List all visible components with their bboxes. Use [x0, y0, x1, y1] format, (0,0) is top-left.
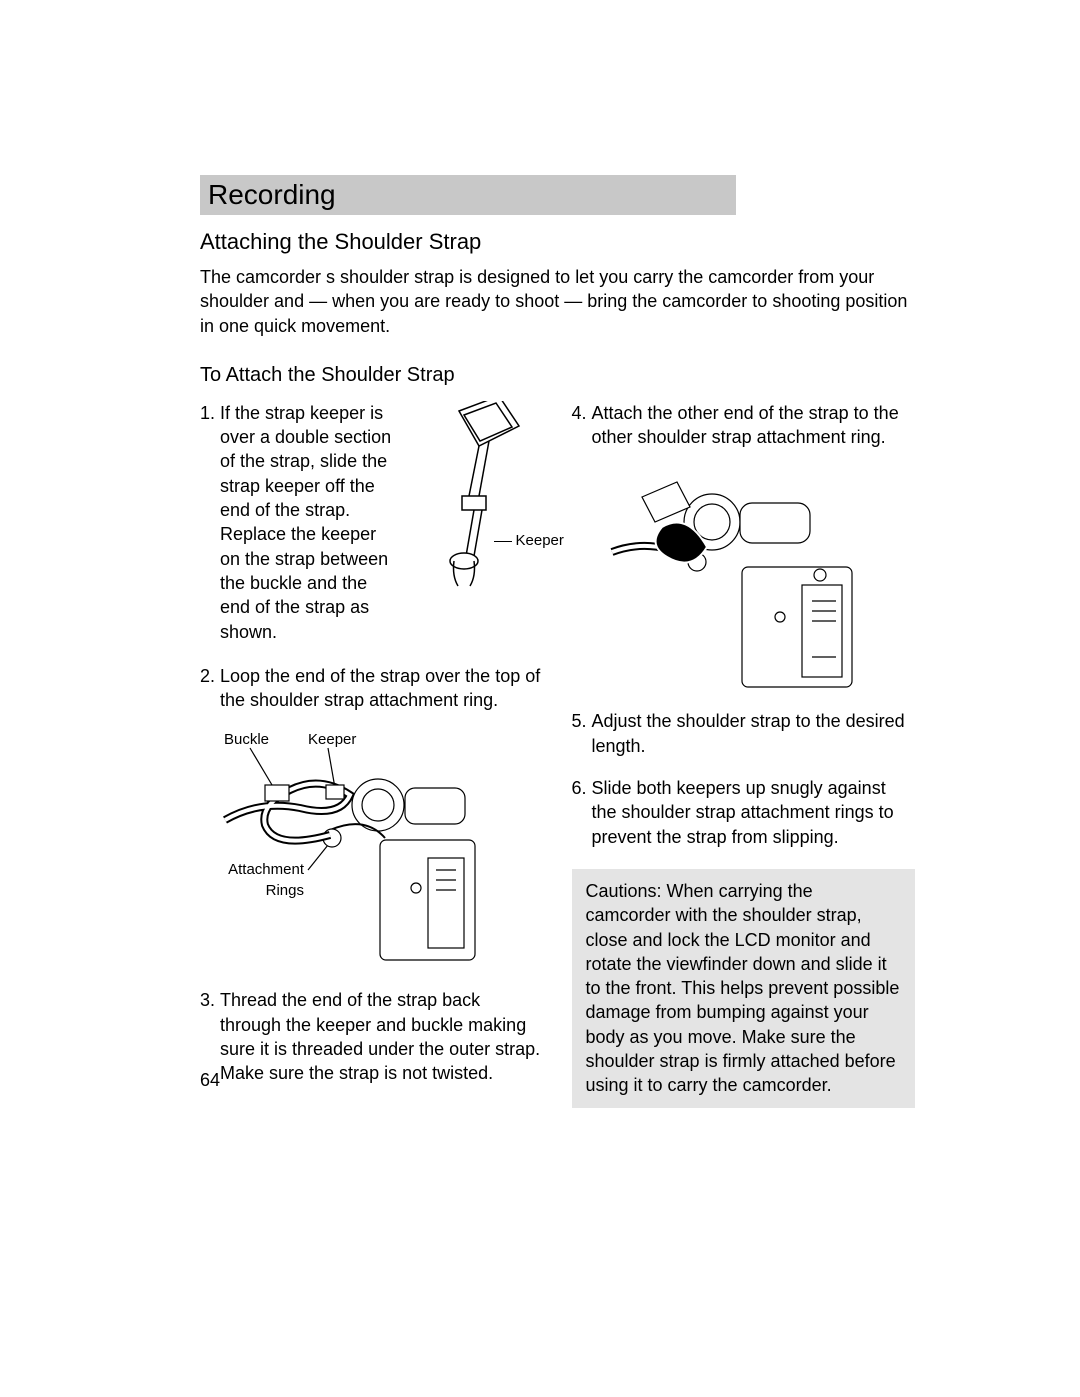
keeper-label-text: Keeper	[516, 531, 564, 551]
figure-other-end	[592, 467, 872, 697]
step-number: 1.	[200, 401, 220, 644]
step-text: Adjust the shoulder strap to the desired…	[592, 709, 916, 758]
caution-box: Cautions: When carrying the camcorder wi…	[572, 869, 916, 1108]
step-number: 6.	[572, 776, 592, 849]
step-text: Thread the end of the strap back through…	[220, 988, 544, 1085]
step-number: 2.	[200, 664, 220, 713]
procedure-heading: To Attach the Shoulder Strap	[200, 364, 915, 387]
right-column: 4. Attach the other end of the strap to …	[572, 401, 916, 1108]
page-number: 64	[200, 1070, 220, 1091]
step-3: 3. Thread the end of the strap back thro…	[200, 988, 544, 1085]
camcorder-attachment-icon	[220, 730, 500, 970]
manual-page: Recording Attaching the Shoulder Strap T…	[0, 0, 1080, 1397]
intro-paragraph: The camcorder s shoulder strap is design…	[200, 265, 915, 338]
step-number: 5.	[572, 709, 592, 758]
step-2: 2. Loop the end of the strap over the to…	[200, 664, 544, 713]
figure-attachment: Buckle Keeper Attachment Rings	[220, 730, 500, 970]
step-number: 4.	[572, 401, 592, 450]
camcorder-other-ring-icon	[592, 467, 872, 697]
figure-strap-keeper: Keeper	[444, 401, 544, 601]
step-text: Loop the end of the strap over the top o…	[220, 664, 544, 713]
step-text: Attach the other end of the strap to the…	[592, 401, 916, 450]
strap-illustration-icon	[444, 401, 544, 601]
step-4: 4. Attach the other end of the strap to …	[572, 401, 916, 450]
step-6: 6. Slide both keepers up snugly against …	[572, 776, 916, 849]
step-1: 1. If the strap keeper is over a double …	[200, 401, 544, 644]
step-text: If the strap keeper is over a double sec…	[220, 401, 400, 644]
subheading: Attaching the Shoulder Strap	[200, 229, 915, 255]
section-heading: Recording	[200, 175, 736, 215]
left-column: 1. If the strap keeper is over a double …	[200, 401, 544, 1108]
step-text: Slide both keepers up snugly against the…	[592, 776, 916, 849]
step-5: 5. Adjust the shoulder strap to the desi…	[572, 709, 916, 758]
two-column-layout: 1. If the strap keeper is over a double …	[200, 401, 915, 1108]
keeper-callout: Keeper	[494, 531, 564, 551]
